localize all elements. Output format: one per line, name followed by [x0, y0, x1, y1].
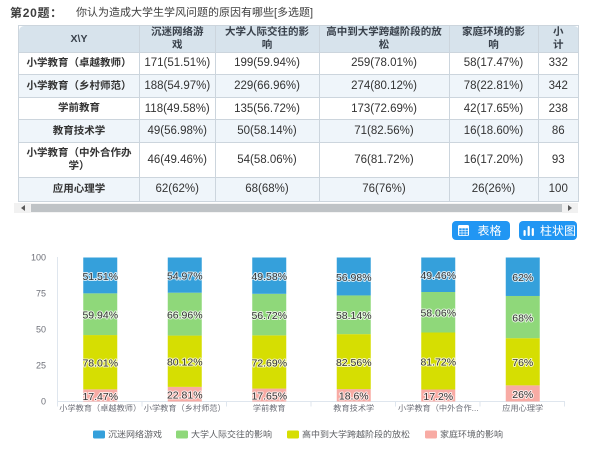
svg-text:66.96%: 66.96%: [167, 310, 203, 322]
svg-text:58.14%: 58.14%: [336, 310, 372, 322]
svg-text:62%: 62%: [512, 272, 533, 284]
svg-text:58.06%: 58.06%: [420, 308, 456, 320]
svg-text:26%: 26%: [512, 389, 533, 401]
svg-text:17.2%: 17.2%: [423, 391, 453, 403]
svg-text:56.98%: 56.98%: [336, 272, 372, 284]
svg-text:56.72%: 56.72%: [251, 310, 287, 322]
svg-text:49.46%: 49.46%: [420, 270, 456, 282]
svg-text:沉迷网络游戏: 沉迷网络游戏: [108, 430, 162, 440]
svg-text:78.01%: 78.01%: [82, 358, 118, 370]
svg-text:100: 100: [31, 253, 46, 263]
svg-text:68%: 68%: [512, 312, 533, 324]
svg-text:大学人际交往的影响: 大学人际交往的影响: [191, 430, 272, 440]
svg-text:小学教育（卓越教师）: 小学教育（卓越教师）: [59, 404, 141, 413]
svg-text:0: 0: [41, 397, 46, 407]
svg-text:50: 50: [36, 325, 46, 335]
svg-text:75: 75: [36, 289, 46, 299]
svg-text:54.97%: 54.97%: [167, 271, 203, 283]
svg-text:高中到大学跨越阶段的放松: 高中到大学跨越阶段的放松: [302, 430, 410, 440]
svg-text:49.58%: 49.58%: [251, 271, 287, 283]
svg-text:学前教育: 学前教育: [253, 404, 286, 413]
svg-text:81.72%: 81.72%: [420, 356, 456, 368]
svg-text:59.94%: 59.94%: [82, 310, 118, 322]
svg-text:17.65%: 17.65%: [251, 390, 287, 402]
svg-text:72.69%: 72.69%: [251, 357, 287, 369]
svg-text:小学教育（中外合作...: 小学教育（中外合作...: [398, 404, 479, 413]
svg-text:小学教育（乡村师范）: 小学教育（乡村师范）: [144, 404, 226, 413]
svg-text:教育技术学: 教育技术学: [333, 404, 374, 413]
svg-text:25: 25: [36, 361, 46, 371]
svg-text:家庭环境的影响: 家庭环境的影响: [440, 430, 503, 440]
svg-text:22.81%: 22.81%: [167, 390, 203, 402]
svg-text:51.51%: 51.51%: [82, 271, 118, 283]
svg-text:18.6%: 18.6%: [339, 391, 369, 403]
svg-text:80.12%: 80.12%: [167, 357, 203, 369]
svg-text:76%: 76%: [512, 357, 533, 369]
svg-text:82.56%: 82.56%: [336, 357, 372, 369]
svg-text:应用心理学: 应用心理学: [502, 404, 543, 413]
svg-text:17.47%: 17.47%: [82, 391, 118, 403]
